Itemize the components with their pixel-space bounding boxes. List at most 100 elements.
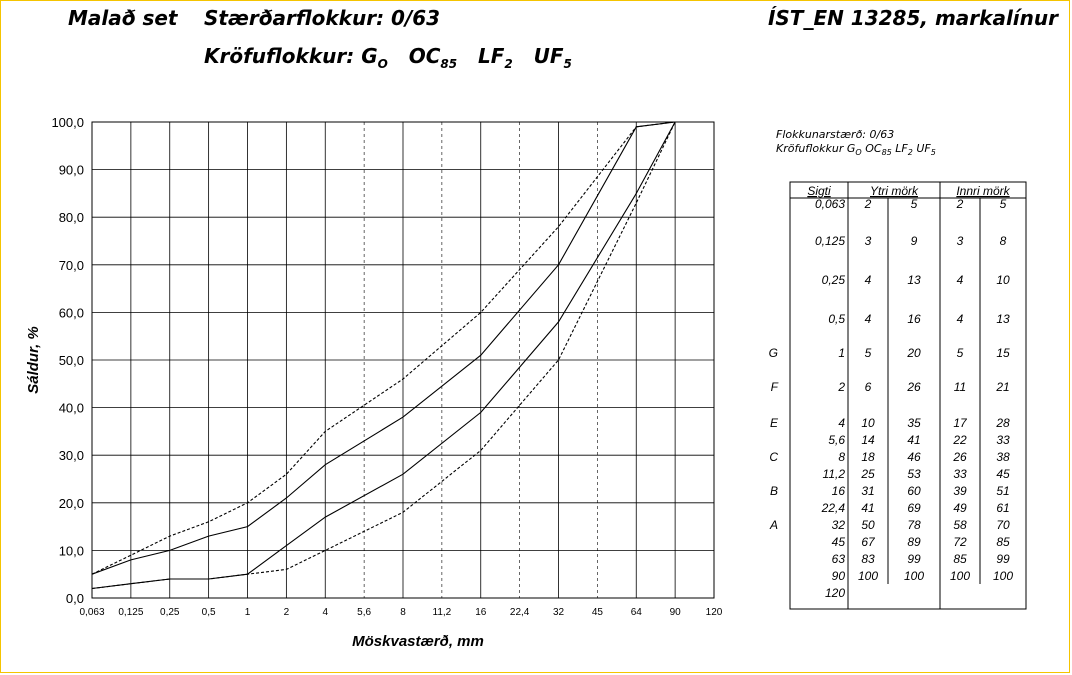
table-sieve: 11,2	[823, 467, 846, 481]
table-header: Innri mörk	[956, 184, 1010, 198]
x-tick-label: 8	[400, 607, 406, 618]
table-cell: 4	[865, 312, 872, 326]
size-class-title: Stærðarflokkur: 0/63	[204, 6, 441, 30]
table-cell: 5	[957, 346, 964, 360]
table-sieve: 0,125	[815, 234, 845, 248]
table-cell: 45	[996, 467, 1010, 481]
table-cell: 70	[996, 518, 1010, 532]
x-tick-label: 22,4	[510, 607, 530, 618]
side-notes: Flokkunarstærð: 0/63 Kröfuflokkur GO OC8…	[776, 128, 936, 160]
table-sieve: 0,063	[815, 197, 845, 211]
table-cell: 13	[907, 273, 921, 287]
table-cell: 99	[907, 552, 921, 566]
table-sieve: 32	[832, 518, 846, 532]
table-cell: 5	[865, 346, 872, 360]
series-line-3	[91, 121, 676, 590]
table-cell: 89	[907, 535, 921, 549]
table-sieve: 90	[832, 569, 846, 583]
table-cell: 26	[906, 380, 921, 394]
standard-title: ÍST_EN 13285, markalínur	[767, 6, 1058, 30]
y-tick-label: 60,0	[59, 305, 84, 320]
req-lf: LF2	[477, 44, 513, 71]
table-cell: 100	[950, 569, 970, 583]
x-tick-label: 11,2	[433, 607, 452, 618]
x-tick-label: 5,6	[357, 607, 371, 618]
x-tick-label: 2	[284, 607, 290, 618]
table-cell: 50	[861, 518, 875, 532]
x-tick-label: 16	[475, 607, 487, 618]
table-cell: 49	[953, 501, 967, 515]
table-cell: 61	[996, 501, 1009, 515]
table-sieve: 63	[832, 552, 846, 566]
table-cell: 3	[865, 234, 872, 248]
gradation-chart: 0,0 10,0 20,0 30,0 40,0 50,0 60,0 70,0 80,0 90,0 1…	[25, 115, 723, 650]
table-cell: 17	[953, 416, 968, 430]
table-cell: 38	[996, 450, 1010, 464]
table-cell: 6	[865, 380, 872, 394]
series-line-1	[91, 121, 676, 575]
req-g: GO	[361, 44, 388, 71]
table-cell: 31	[861, 484, 874, 498]
table-header: Sigti	[807, 184, 831, 198]
table-cell: 39	[953, 484, 967, 498]
table-cell: 4	[865, 273, 872, 287]
x-tick-label: 0,063	[79, 607, 104, 618]
x-tick-label: 0,5	[202, 607, 216, 618]
table-sieve: 22,4	[821, 501, 846, 515]
table-cell: 22	[952, 433, 967, 447]
y-tick-label: 80,0	[59, 210, 84, 225]
x-tick-label: 0,125	[118, 607, 143, 618]
plot-border	[91, 121, 715, 599]
product-title: Malað set	[68, 6, 178, 30]
table-cell: 53	[907, 467, 921, 481]
table-cell: 26	[952, 450, 967, 464]
y-tick-label: 30,0	[59, 448, 84, 463]
table-cell: 69	[907, 501, 921, 515]
table-header: Ytri mörk	[870, 184, 919, 198]
requirements-prefix: Kröfuflokkur:	[204, 44, 362, 68]
table-cell: 78	[907, 518, 921, 532]
table-cell: 18	[861, 450, 875, 464]
table-cell: 10	[996, 273, 1010, 287]
table-border	[789, 181, 1027, 610]
y-tick-label: 50,0	[59, 353, 84, 368]
table-cell: 9	[911, 234, 918, 248]
y-axis-label: Sáldur, %	[25, 326, 42, 394]
table-sieve: 0,5	[828, 312, 845, 326]
table-sieve: 5,6	[828, 433, 845, 447]
table-cell: 4	[957, 273, 964, 287]
table-cell: 60	[907, 484, 921, 498]
table-group-letter: G	[769, 346, 778, 360]
x-tick-label: 1	[245, 607, 251, 618]
table-cell: 41	[907, 433, 920, 447]
table-cell: 100	[993, 569, 1013, 583]
table-cell: 2	[956, 197, 964, 211]
table-sieve: 0,25	[822, 273, 846, 287]
table-cell: 33	[996, 433, 1010, 447]
series-line-2	[91, 121, 676, 590]
table-cell: 28	[995, 416, 1010, 430]
table-sieve: 4	[838, 416, 845, 430]
y-tick-label: 70,0	[59, 258, 84, 273]
x-tick-label: 64	[631, 607, 643, 618]
side-line-size: Flokkunarstærð: 0/63	[776, 128, 895, 141]
y-tick-label: 10,0	[59, 543, 84, 558]
x-tick-label: 90	[670, 607, 682, 618]
table-cell: 5	[911, 197, 918, 211]
requirements-title: Kröfuflokkur: GO OC85 LF2 UF5	[204, 44, 572, 71]
x-axis-label: Möskvastærð, mm	[352, 633, 484, 650]
table-cell: 46	[907, 450, 921, 464]
table-cell: 14	[861, 433, 875, 447]
table-cell: 67	[861, 535, 876, 549]
req-oc: OC85	[408, 44, 458, 71]
table-cell: 20	[906, 346, 921, 360]
table-cell: 4	[957, 312, 964, 326]
table-sieve: 2	[837, 380, 845, 394]
table-cell: 58	[953, 518, 967, 532]
table-cell: 2	[864, 197, 872, 211]
table-cell: 15	[996, 346, 1010, 360]
side-line-requirements: Kröfuflokkur GO OC85 LF2 UF5	[776, 142, 936, 158]
table-group-letter: F	[771, 380, 779, 394]
table-cell: 100	[904, 569, 924, 583]
